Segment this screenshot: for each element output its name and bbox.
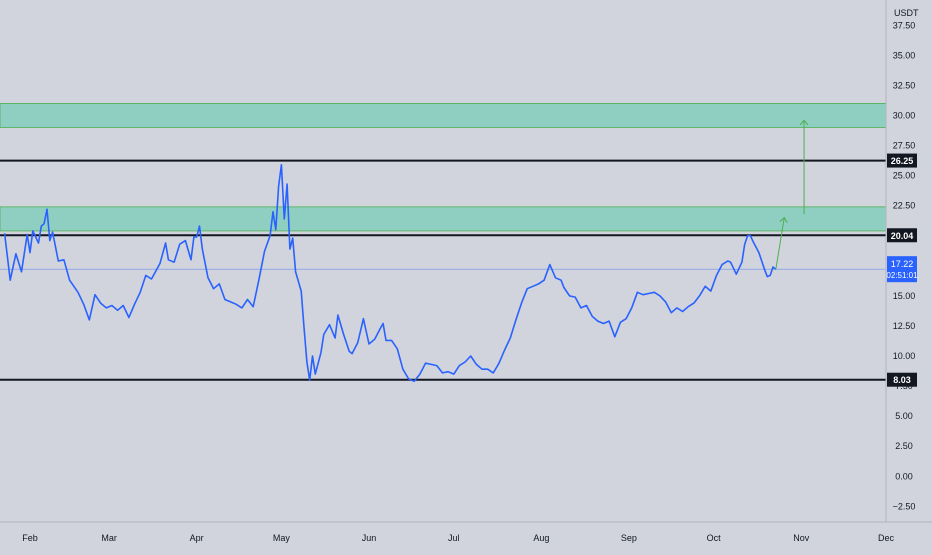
price-axis-unit: USDT [894,8,919,18]
y-tick-label-0: 37.50 [893,20,916,30]
y-tick-label-5: 25.00 [893,171,916,181]
y-tick-label-11: 10.00 [893,351,916,361]
level-tag-0 [887,153,917,168]
y-tick-label-15: 0.00 [895,471,913,481]
y-tick-label-14: 2.50 [895,441,913,451]
x-tick-label-9: Nov [793,533,810,543]
last-price-label: 17.22 [891,259,914,269]
y-tick-label-10: 12.50 [893,321,916,331]
projection-arrow-head-0 [779,216,788,224]
level-label-0: 26.25 [891,156,914,166]
y-tick-label-4: 27.50 [893,141,916,151]
x-tick-label-5: Jul [448,533,460,543]
level-tag-1 [887,228,917,243]
time-axis[interactable]: Feb Mar Apr May Jun Jul Aug Sep Oct Nov Dec [22,533,894,543]
projection-arrows-layer [775,119,809,270]
y-tick-label-3: 30.00 [893,110,916,120]
level-tag-2 [887,372,917,387]
x-tick-label-2: Apr [190,533,204,543]
x-tick-label-6: Aug [533,533,549,543]
zone-0 [0,103,887,128]
series-layer [3,164,777,383]
x-tick-label-10: Dec [878,533,895,543]
y-tick-label-6: 22.50 [893,201,916,211]
level-label-2: 8.03 [893,375,911,385]
y-tick-label-1: 35.00 [893,50,916,60]
x-tick-label-4: Jun [362,533,377,543]
x-tick-label-8: Oct [707,533,722,543]
x-tick-label-0: Feb [22,533,38,543]
x-tick-label-1: Mar [101,533,117,543]
projection-arrow-0 [775,217,785,270]
y-tick-label-2: 32.50 [893,80,916,90]
y-tick-label-9: 15.00 [893,291,916,301]
zones-layer [0,103,887,232]
y-tick-label-16: −2.50 [893,501,916,511]
countdown-label: 02:51:01 [886,271,918,280]
level-label-1: 20.04 [891,231,914,241]
zone-1 [0,206,887,232]
price-labels-layer: 26.25 20.04 8.03 17.22 02:51:01 [886,153,918,387]
y-tick-label-13: 5.00 [895,411,913,421]
price-series-line-0[interactable] [3,164,777,383]
x-tick-label-3: May [273,533,291,543]
x-tick-label-7: Sep [621,533,637,543]
projection-arrow-head-1 [799,119,809,126]
last-price-tag [887,256,917,283]
